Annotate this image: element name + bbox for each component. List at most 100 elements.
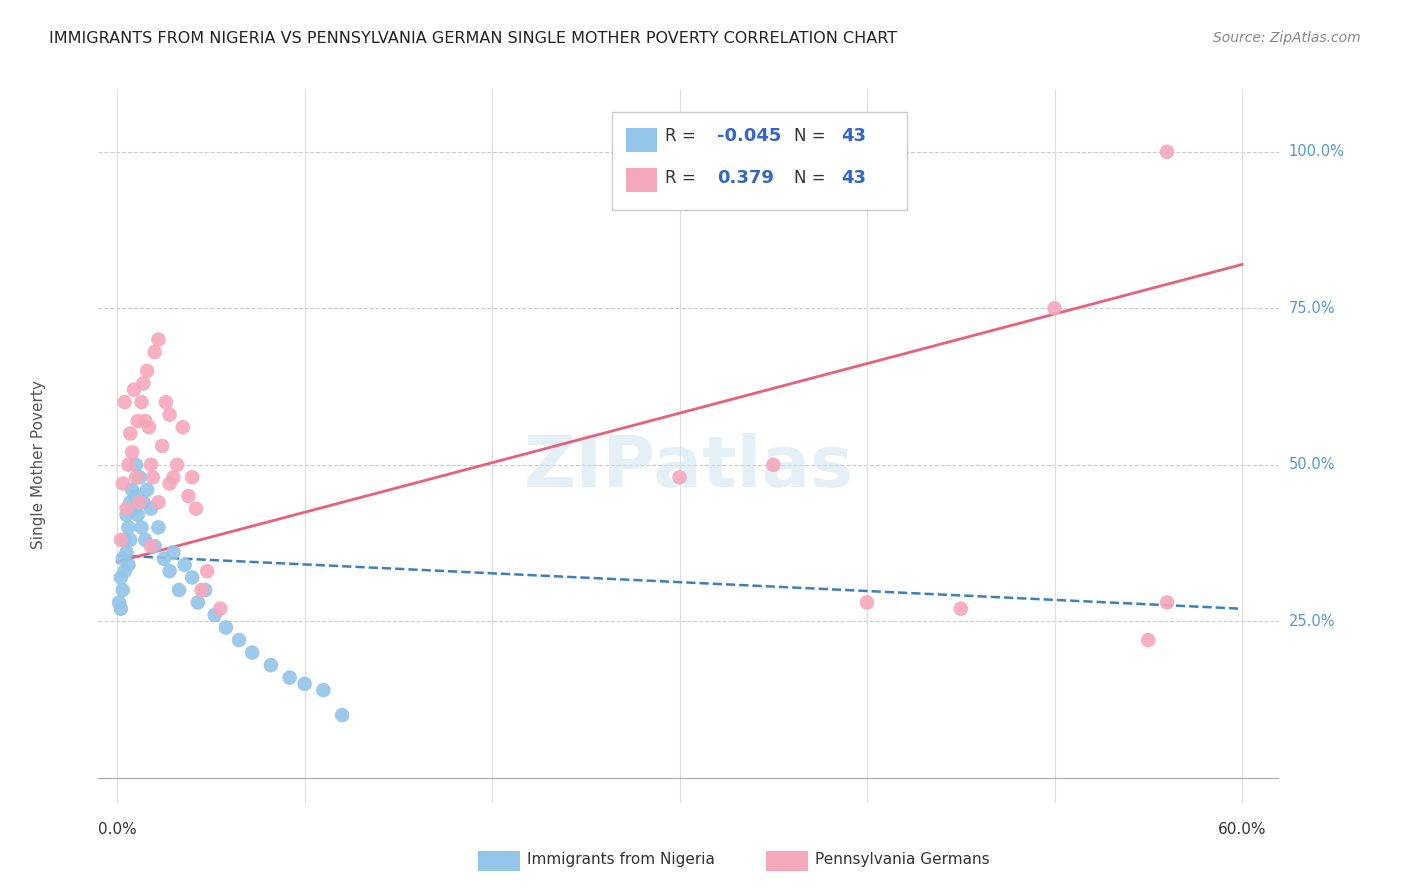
Point <box>143 345 166 359</box>
Text: 100.0%: 100.0% <box>1289 145 1344 160</box>
Point <box>128 470 150 484</box>
Point <box>167 582 190 597</box>
Point <box>122 501 145 516</box>
Point <box>181 470 204 484</box>
Point <box>117 520 139 534</box>
Point <box>166 458 188 472</box>
Point <box>148 520 170 534</box>
Text: 43: 43 <box>841 169 866 187</box>
Text: ZIPatlas: ZIPatlas <box>524 433 853 502</box>
Point <box>195 564 218 578</box>
Point <box>110 601 132 615</box>
Point <box>215 621 238 635</box>
Point <box>148 495 170 509</box>
Point <box>108 595 131 609</box>
Point <box>1156 595 1178 609</box>
Text: 75.0%: 75.0% <box>1289 301 1336 316</box>
Text: R =: R = <box>665 169 702 187</box>
Point <box>856 595 879 609</box>
Point <box>110 533 132 547</box>
Point <box>330 708 353 723</box>
Point <box>120 495 142 509</box>
Point <box>127 508 149 522</box>
Point <box>1043 301 1066 316</box>
Text: Single Mother Poverty: Single Mother Poverty <box>31 380 46 549</box>
Point <box>120 426 142 441</box>
Point <box>240 646 263 660</box>
Point <box>136 364 159 378</box>
Point <box>204 607 226 622</box>
Point <box>110 570 132 584</box>
Point <box>194 582 217 597</box>
Point <box>162 545 184 559</box>
Point <box>115 545 138 559</box>
Point <box>228 633 250 648</box>
Point <box>209 601 232 615</box>
Point <box>114 395 136 409</box>
Point <box>114 533 136 547</box>
Point <box>114 564 136 578</box>
Point <box>150 439 173 453</box>
Point <box>184 501 207 516</box>
Point <box>131 520 153 534</box>
Point <box>117 558 139 572</box>
Point <box>148 333 170 347</box>
Point <box>125 458 148 472</box>
Point <box>668 470 690 484</box>
Point <box>111 551 134 566</box>
Point <box>172 420 194 434</box>
Point <box>125 470 148 484</box>
Point <box>162 470 184 484</box>
Text: 50.0%: 50.0% <box>1289 458 1336 472</box>
Point <box>125 489 148 503</box>
Point <box>1156 145 1178 159</box>
Point <box>121 445 143 459</box>
Point <box>153 551 176 566</box>
Text: Pennsylvania Germans: Pennsylvania Germans <box>815 853 990 867</box>
Point <box>121 483 143 497</box>
Point <box>260 658 283 673</box>
Point <box>190 582 212 597</box>
Point <box>138 420 160 434</box>
Point <box>294 677 316 691</box>
Point <box>128 495 150 509</box>
Point <box>159 476 181 491</box>
Point <box>120 533 142 547</box>
Point <box>115 501 138 516</box>
Point <box>187 595 209 609</box>
Text: Source: ZipAtlas.com: Source: ZipAtlas.com <box>1213 31 1361 45</box>
Text: Immigrants from Nigeria: Immigrants from Nigeria <box>527 853 716 867</box>
Point <box>177 489 200 503</box>
Point <box>127 414 149 428</box>
Point <box>111 476 134 491</box>
Point <box>142 470 165 484</box>
Point <box>143 539 166 553</box>
Text: N =: N = <box>794 128 831 145</box>
Point <box>122 383 145 397</box>
Point <box>139 458 162 472</box>
Point <box>139 501 162 516</box>
Text: -0.045: -0.045 <box>717 128 782 145</box>
Point <box>762 458 785 472</box>
Text: N =: N = <box>794 169 831 187</box>
Point <box>155 395 177 409</box>
Text: 25.0%: 25.0% <box>1289 614 1336 629</box>
Text: 60.0%: 60.0% <box>1218 822 1267 837</box>
Point <box>312 683 335 698</box>
Point <box>949 601 972 615</box>
Point <box>1137 633 1160 648</box>
Point <box>134 533 156 547</box>
Point <box>134 414 156 428</box>
Point <box>173 558 195 572</box>
Point <box>278 671 301 685</box>
Point <box>132 495 155 509</box>
Text: R =: R = <box>665 128 702 145</box>
Point <box>115 508 138 522</box>
Point <box>159 564 181 578</box>
Text: IMMIGRANTS FROM NIGERIA VS PENNSYLVANIA GERMAN SINGLE MOTHER POVERTY CORRELATION: IMMIGRANTS FROM NIGERIA VS PENNSYLVANIA … <box>49 31 897 46</box>
Point <box>181 570 204 584</box>
Text: 43: 43 <box>841 128 866 145</box>
Text: 0.379: 0.379 <box>717 169 773 187</box>
Text: 0.0%: 0.0% <box>98 822 136 837</box>
Point <box>136 483 159 497</box>
